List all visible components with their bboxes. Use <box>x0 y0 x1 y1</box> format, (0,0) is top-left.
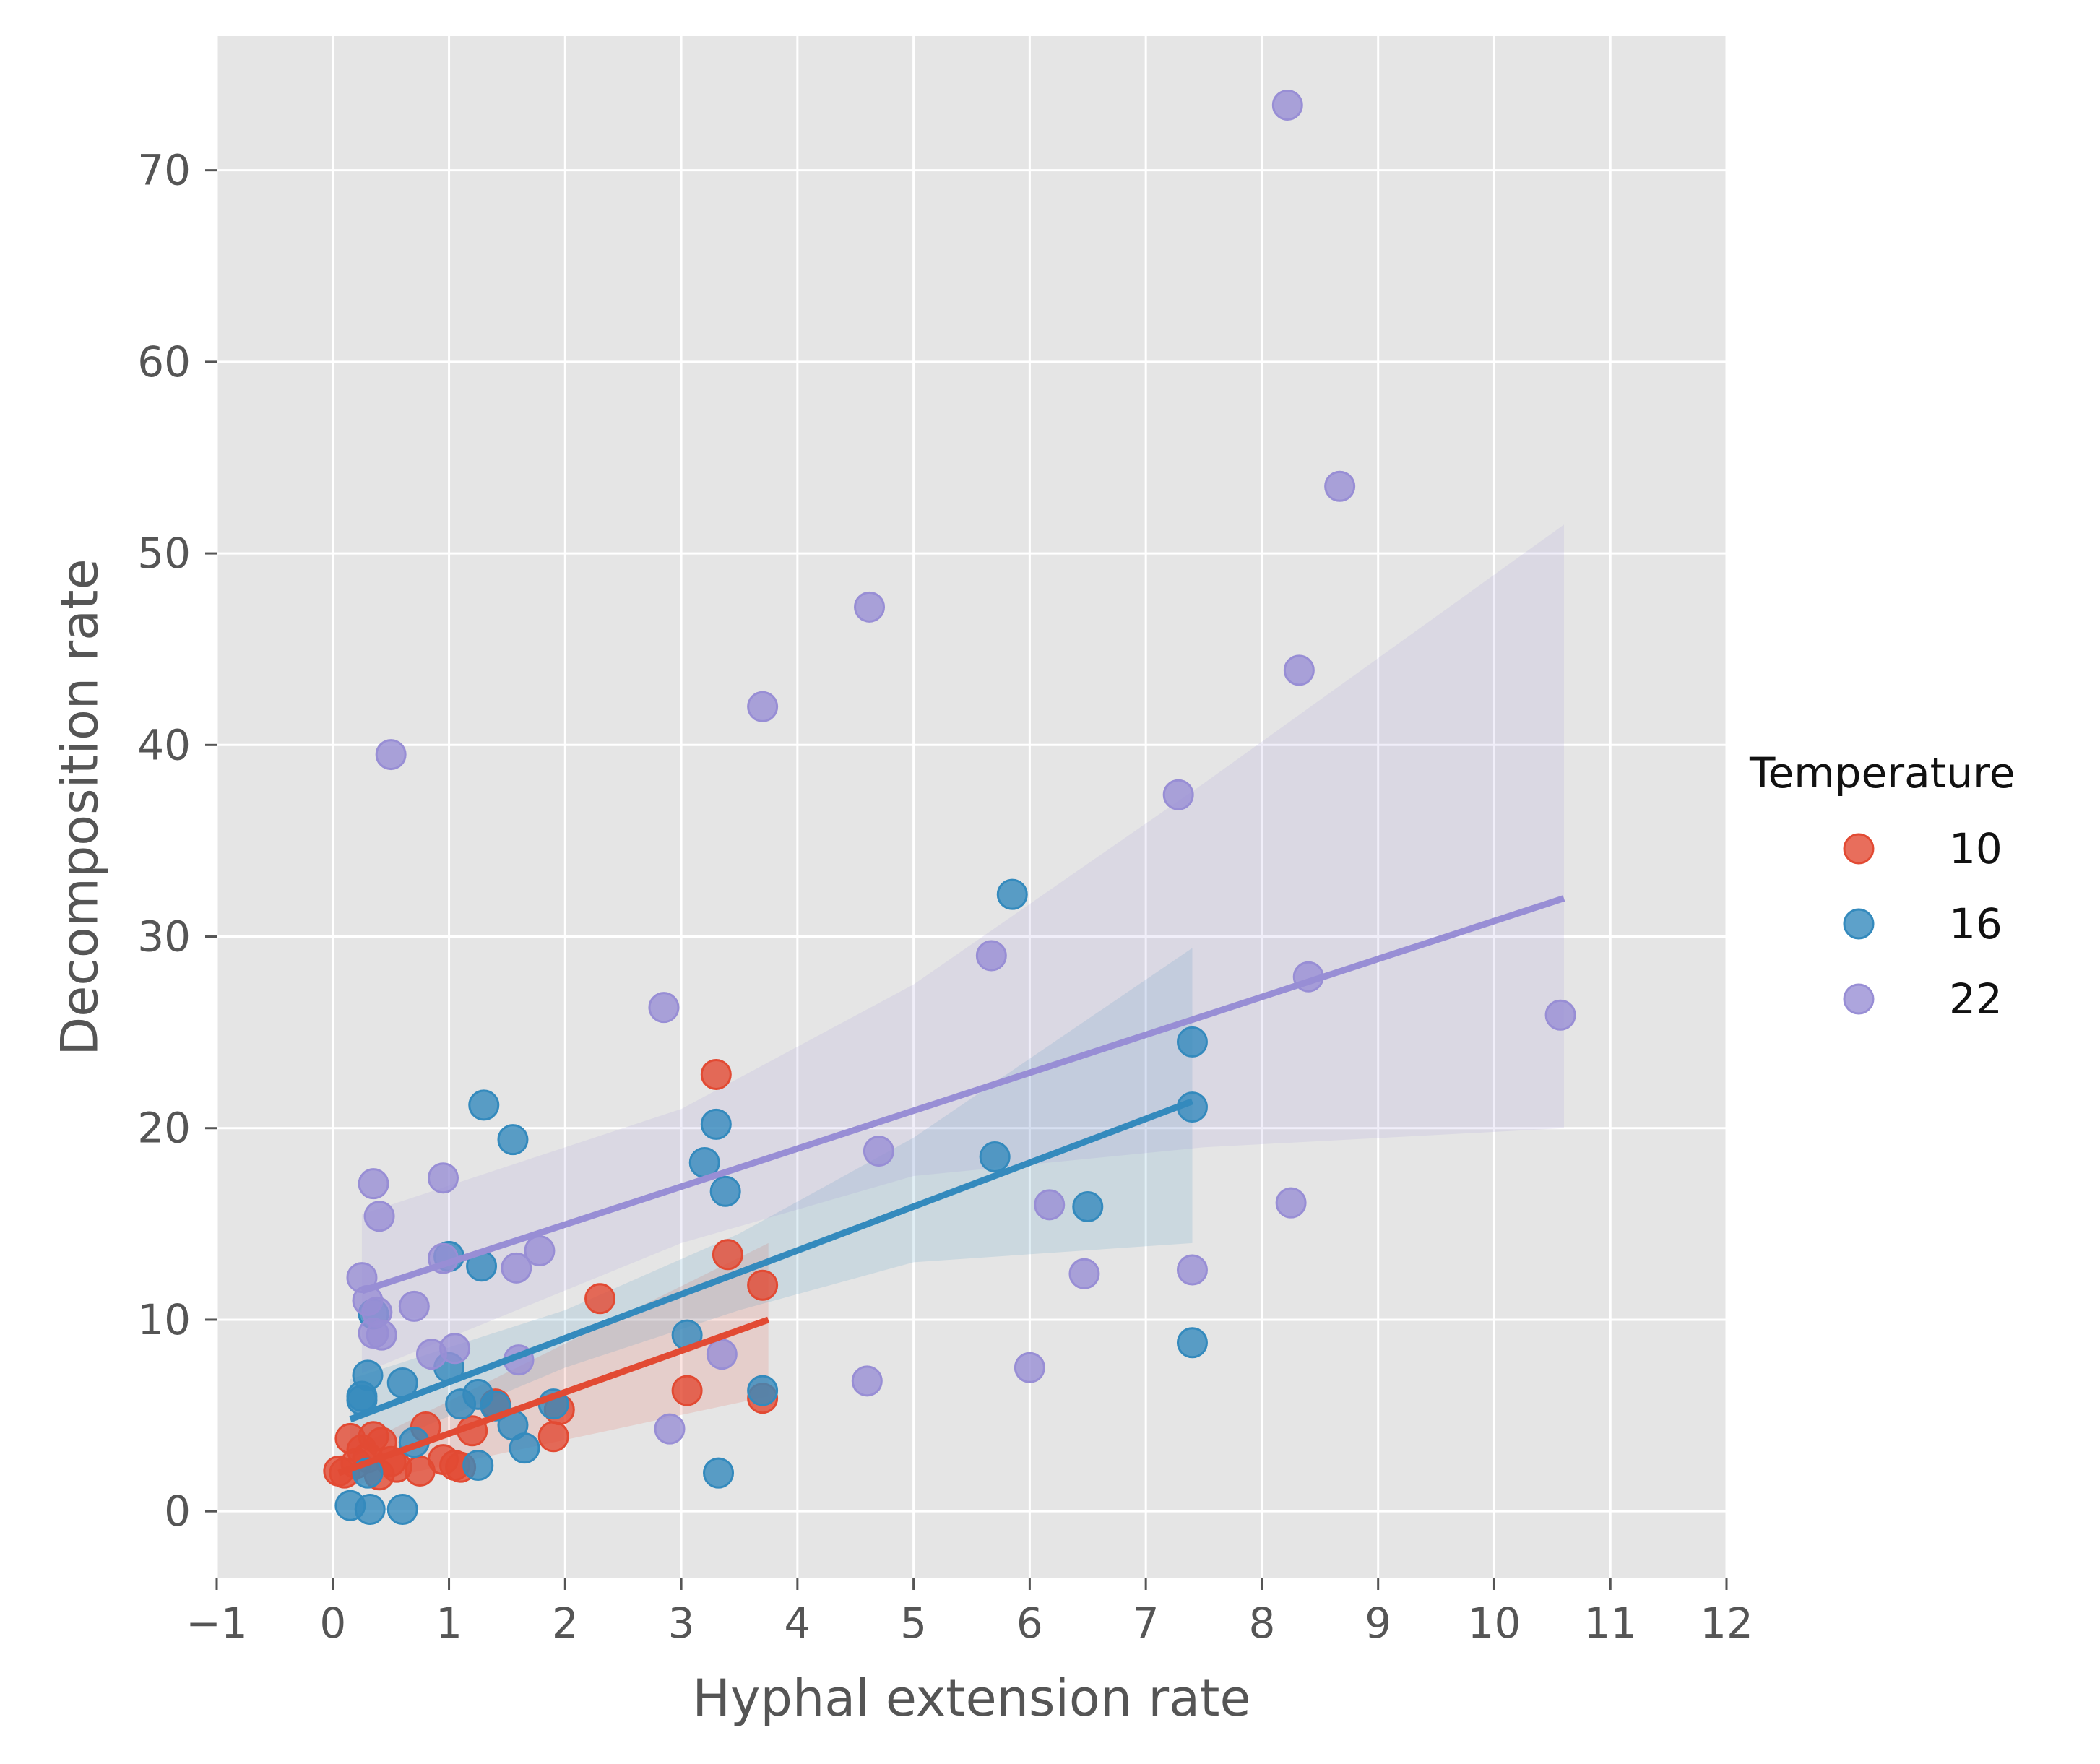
data-point-22 <box>358 1168 389 1200</box>
data-point-16 <box>509 1432 540 1464</box>
legend-label-10: 10 <box>1949 824 2002 873</box>
y-axis-label: Decomposition rate <box>51 558 110 1055</box>
x-tick-label: 7 <box>1133 1599 1159 1648</box>
regression-line-16 <box>349 1098 1194 1423</box>
x-tick-label: 10 <box>1468 1599 1521 1648</box>
x-tick-label: 0 <box>319 1599 346 1648</box>
data-point-16 <box>747 1375 779 1406</box>
y-tick-label: 70 <box>137 146 191 195</box>
data-point-16 <box>709 1175 741 1207</box>
legend-marker-22 <box>1843 983 1875 1015</box>
legend-marker-10 <box>1843 833 1875 865</box>
legend-marker-16 <box>1843 908 1875 940</box>
legend: Temperature 10 16 22 <box>1749 748 2015 1024</box>
x-axis-label: Hyphal extension rate <box>692 1669 1250 1728</box>
data-points <box>323 89 1576 1526</box>
y-tick-label: 60 <box>137 337 191 386</box>
x-tick-label: 5 <box>900 1599 927 1648</box>
data-point-16 <box>468 1089 500 1121</box>
data-point-22 <box>1271 89 1303 121</box>
data-point-16 <box>1176 1026 1208 1058</box>
data-point-10 <box>747 1269 779 1301</box>
data-point-22 <box>863 1136 894 1167</box>
data-point-22 <box>706 1339 738 1370</box>
data-point-16 <box>1176 1327 1208 1359</box>
y-tick-label: 50 <box>137 529 191 578</box>
regression-line-10 <box>337 1316 770 1477</box>
data-point-16 <box>996 878 1028 910</box>
data-point-16 <box>354 1494 386 1526</box>
grid-lines <box>215 36 1728 1578</box>
data-point-16 <box>352 1359 384 1391</box>
x-tick-label: 4 <box>784 1599 811 1648</box>
data-point-16 <box>462 1450 494 1482</box>
data-point-22 <box>1162 779 1194 810</box>
data-point-22 <box>363 1201 395 1232</box>
y-axis: 0 10 20 30 40 50 60 70 <box>137 146 217 1536</box>
data-point-10 <box>700 1058 732 1090</box>
x-tick-label: 9 <box>1365 1599 1391 1648</box>
x-tick-label: 8 <box>1248 1599 1275 1648</box>
data-point-22 <box>1544 999 1576 1031</box>
legend-title: Temperature <box>1749 748 2015 797</box>
data-point-22 <box>428 1162 459 1194</box>
x-axis: −1 0 1 2 3 4 5 6 7 8 9 10 11 12 <box>186 1578 1753 1648</box>
x-tick-label: 2 <box>552 1599 579 1648</box>
data-point-22 <box>1275 1187 1307 1219</box>
data-point-22 <box>747 691 779 722</box>
x-tick-label: 6 <box>1016 1599 1043 1648</box>
x-tick-label: 11 <box>1583 1599 1637 1648</box>
legend-label-22: 22 <box>1949 974 2002 1024</box>
y-tick-label: 10 <box>137 1295 191 1344</box>
data-point-22 <box>524 1235 556 1266</box>
data-point-22 <box>366 1319 397 1351</box>
data-point-22 <box>398 1290 430 1322</box>
data-point-10 <box>537 1421 569 1453</box>
ci-band-16 <box>350 948 1193 1458</box>
x-tick-label: 1 <box>436 1599 462 1648</box>
data-point-22 <box>1283 654 1315 686</box>
y-tick-label: 20 <box>137 1104 191 1153</box>
data-point-22 <box>854 591 886 623</box>
data-point-16 <box>979 1141 1011 1173</box>
data-point-10 <box>584 1283 616 1315</box>
ci-band-22 <box>361 524 1564 1374</box>
data-point-16 <box>386 1494 418 1526</box>
legend-label-16: 16 <box>1949 899 2002 948</box>
y-tick-label: 30 <box>137 912 191 961</box>
data-point-22 <box>1176 1254 1208 1286</box>
data-point-22 <box>975 940 1007 972</box>
plot-background <box>217 36 1727 1578</box>
data-point-22 <box>501 1252 532 1284</box>
data-point-22 <box>1014 1352 1045 1383</box>
data-point-22 <box>851 1365 883 1397</box>
data-point-16 <box>703 1457 735 1489</box>
data-point-10 <box>712 1239 743 1271</box>
y-tick-label: 0 <box>164 1487 191 1536</box>
data-point-22 <box>648 992 680 1024</box>
regression-line-22 <box>360 895 1565 1294</box>
x-tick-label: −1 <box>186 1599 248 1648</box>
y-tick-label: 40 <box>137 720 191 769</box>
data-point-16 <box>700 1108 732 1140</box>
x-tick-label: 12 <box>1700 1599 1753 1648</box>
x-tick-label: 3 <box>668 1599 695 1648</box>
data-point-22 <box>1068 1258 1100 1289</box>
data-point-16 <box>497 1124 529 1156</box>
data-point-22 <box>1034 1189 1066 1221</box>
data-point-22 <box>439 1333 471 1365</box>
data-point-16 <box>1072 1190 1104 1222</box>
data-point-10 <box>671 1375 703 1406</box>
data-point-22 <box>654 1413 686 1445</box>
data-point-22 <box>375 739 407 771</box>
regression-lines <box>337 895 1565 1477</box>
data-point-22 <box>1324 470 1356 502</box>
